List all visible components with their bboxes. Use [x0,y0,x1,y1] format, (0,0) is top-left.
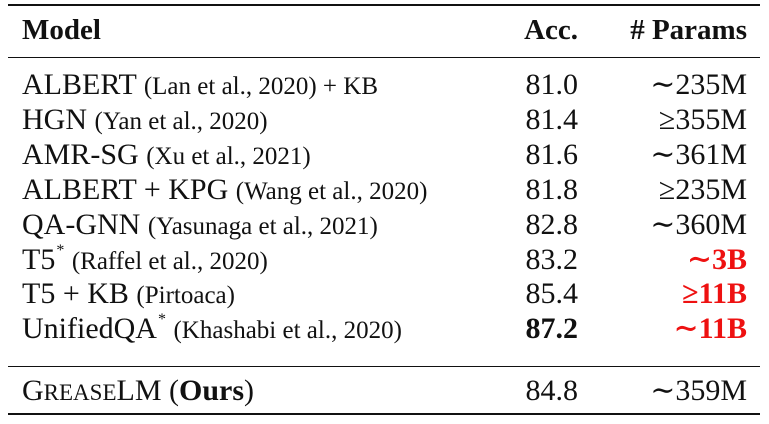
model-name: T5 + KB [22,277,129,310]
table-row-model: T5* (Raffel et al., 2020) [22,242,268,276]
table-row-model: UnifiedQA* (Khashabi et al., 2020) [22,311,402,345]
ours-name-smallcaps: REASE [43,380,117,405]
model-superscript: * [56,242,65,259]
ours-model: GREASELM (Ours) [22,376,254,406]
model-citation: (Pirtoaca) [136,282,235,309]
table-row-model: AMR-SG (Xu et al., 2021) [22,140,311,170]
table-row-params: ∼360M [650,208,747,241]
table-row-params: ∼235M [650,68,747,101]
table-row-model: ALBERT + KPG (Wang et al., 2020) [22,175,427,205]
table-row-model: ALBERT (Lan et al., 2020) + KB [22,70,378,100]
model-name: T5 [22,243,56,276]
table-row-acc: 81.4 [525,103,579,136]
model-citation: (Yan et al., 2020) [94,108,268,135]
model-name: UnifiedQA [22,312,157,345]
bottom-rule [8,413,760,415]
model-citation: (Wang et al., 2020) [235,178,428,205]
model-name: HGN [22,103,87,136]
model-citation: (Xu et al., 2021) [146,143,311,170]
table-row-model: T5 + KB (Pirtoaca) [22,279,235,309]
table-row-acc: 81.0 [525,68,579,101]
table-row-acc: 85.4 [525,277,579,310]
model-name: ALBERT + KPG [22,173,229,206]
table-row-params: ≥355M [658,103,747,136]
table-row-acc: 82.8 [525,208,579,241]
ours-name-lm: LM [116,374,162,407]
model-citation: (Lan et al., 2020) + KB [143,73,379,100]
ours-name-cap: G [22,374,44,407]
table-row-params: ∼11B [673,312,748,345]
model-name: ALBERT [22,68,137,101]
table-row-model: QA-GNN (Yasunaga et al., 2021) [22,210,378,240]
header-acc: Acc. [524,14,578,46]
header-model: Model [22,14,101,46]
ours-params: ∼359M [650,374,747,407]
table-row-acc: 87.2 [525,312,579,345]
model-superscript: * [157,311,166,328]
model-citation: (Khashabi et al., 2020) [173,317,402,344]
ours-close-paren: ) [244,374,255,407]
model-name: AMR-SG [22,138,139,171]
table-row-model: HGN (Yan et al., 2020) [22,105,268,135]
top-rule [8,4,760,6]
table-row-acc: 81.6 [525,138,579,171]
table-row-params: ≥11B [682,277,747,310]
header-params: # Params [630,14,747,46]
table-row-acc: 83.2 [525,243,579,276]
model-citation: (Yasunaga et al., 2021) [147,213,378,240]
header-rule [8,57,760,58]
model-citation: (Raffel et al., 2020) [71,248,268,275]
ours-rule [8,366,760,367]
model-name: QA-GNN [22,208,141,241]
ours-label: Ours [179,374,245,407]
ours-acc: 84.8 [525,374,579,407]
ours-open-paren: ( [169,374,180,407]
table-row-params: ≥235M [658,173,747,206]
table-row-params: ∼361M [650,138,747,171]
table-row-acc: 81.8 [525,173,579,206]
table-row-params: ∼3B [686,243,747,276]
